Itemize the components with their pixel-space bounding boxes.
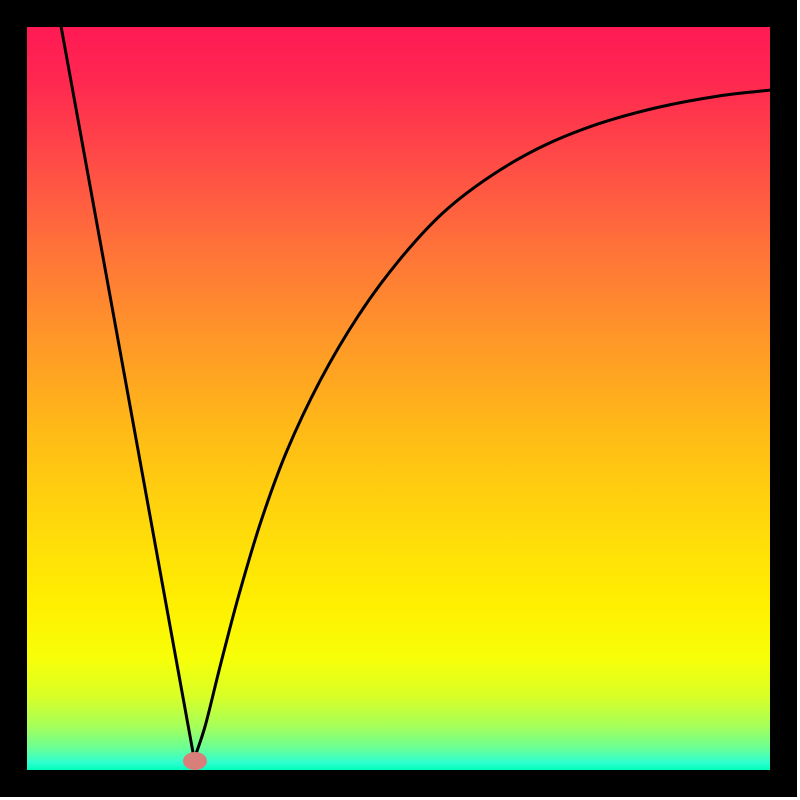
chart-plot-area bbox=[27, 27, 770, 770]
gradient-background bbox=[27, 27, 770, 770]
image-container: TheBottleneck.com bbox=[0, 0, 800, 800]
